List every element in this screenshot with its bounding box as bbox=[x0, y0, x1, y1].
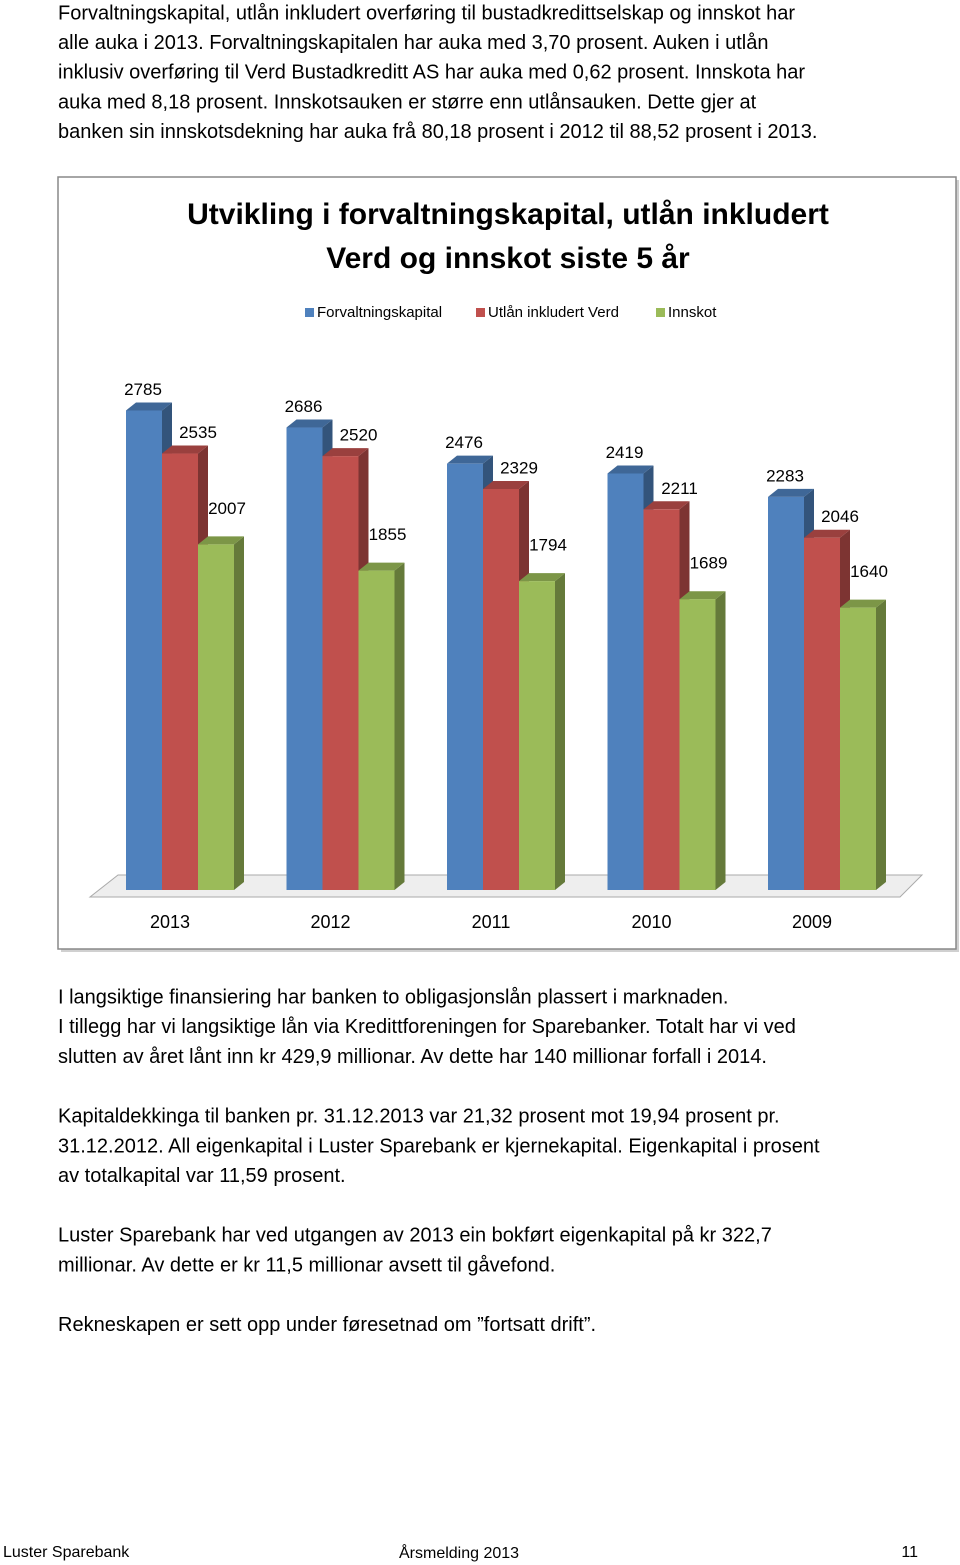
bar-top bbox=[286, 419, 333, 428]
legend-label: Forvaltningskapital bbox=[317, 304, 442, 321]
bar-top bbox=[358, 562, 405, 571]
value-label: 2476 bbox=[445, 433, 483, 452]
bar-top bbox=[126, 402, 172, 411]
bar-top bbox=[322, 448, 369, 457]
bar-top bbox=[198, 536, 244, 545]
paragraph-line: I tillegg har vi langsiktige lån via Kre… bbox=[58, 1016, 796, 1038]
paragraph-line: av totalkapital var 11,59 prosent. bbox=[58, 1165, 346, 1187]
bar bbox=[162, 453, 198, 890]
bar-side bbox=[394, 562, 405, 890]
bar-top bbox=[840, 599, 886, 608]
legend-label: Innskot bbox=[668, 304, 717, 321]
x-tick-label: 2013 bbox=[150, 912, 190, 932]
bar bbox=[286, 427, 323, 890]
paragraph-line: Rekneskapen er sett opp under føresetnad… bbox=[58, 1314, 596, 1336]
legend-label: Utlån inkludert Verd bbox=[488, 304, 619, 321]
paragraph-line: banken sin innskotsdekning har auka frå … bbox=[58, 121, 817, 143]
value-label: 2211 bbox=[661, 479, 698, 498]
chart-title: Utvikling i forvaltningskapital, utlån i… bbox=[187, 198, 829, 231]
bar-top bbox=[643, 501, 690, 510]
value-label: 2419 bbox=[606, 443, 644, 462]
bar bbox=[607, 473, 644, 890]
bar-top bbox=[768, 488, 814, 497]
bar-top bbox=[679, 591, 726, 600]
bar bbox=[358, 570, 395, 890]
paragraph-line: Luster Sparebank har ved utgangen av 201… bbox=[58, 1225, 772, 1247]
value-label: 2520 bbox=[340, 426, 378, 445]
bar-side bbox=[715, 591, 726, 890]
x-tick-label: 2009 bbox=[792, 912, 832, 932]
page-number: 11 bbox=[901, 1544, 918, 1561]
bar-side bbox=[234, 536, 244, 890]
value-label: 1640 bbox=[850, 562, 888, 581]
bar-top bbox=[519, 573, 565, 582]
paragraph-line: inklusiv overføring til Verd Bustadkredi… bbox=[58, 62, 805, 84]
bar-top bbox=[607, 465, 654, 474]
value-label: 1855 bbox=[369, 525, 407, 544]
paragraph-line: 31.12.2012. All eigenkapital i Luster Sp… bbox=[58, 1135, 820, 1157]
value-label: 1689 bbox=[690, 554, 728, 573]
paragraph-line: alle auka i 2013. Forvaltningskapitalen … bbox=[58, 32, 768, 54]
bar-top bbox=[483, 480, 529, 489]
value-label: 2686 bbox=[285, 397, 323, 416]
paragraph-line: Forvaltningskapital, utlån inkludert ove… bbox=[58, 2, 795, 24]
legend-swatch bbox=[656, 308, 665, 317]
legend-swatch bbox=[305, 308, 314, 317]
x-tick-label: 2012 bbox=[310, 912, 350, 932]
paragraph-line: auka med 8,18 prosent. Innskotsauken er … bbox=[58, 91, 757, 113]
value-label: 2046 bbox=[821, 507, 859, 526]
x-tick-label: 2011 bbox=[472, 912, 511, 932]
legend-swatch bbox=[476, 308, 485, 317]
bar bbox=[447, 463, 483, 890]
paragraph-line: slutten av året lånt inn kr 429,9 millio… bbox=[58, 1046, 767, 1068]
bar bbox=[804, 537, 840, 890]
paragraph-line: millionar. Av dette er kr 11,5 millionar… bbox=[58, 1254, 555, 1276]
value-label: 2535 bbox=[179, 423, 217, 442]
footer-left: Luster Sparebank bbox=[3, 1544, 130, 1561]
footer-center: Årsmelding 2013 bbox=[399, 1543, 519, 1562]
bar bbox=[483, 488, 519, 890]
bar bbox=[198, 544, 234, 890]
bar bbox=[126, 410, 162, 890]
chart-title: Verd og innskot siste 5 år bbox=[326, 242, 690, 275]
bar-side bbox=[555, 573, 565, 890]
value-label: 2007 bbox=[208, 499, 246, 518]
bar-top bbox=[162, 445, 208, 454]
value-label: 2283 bbox=[766, 466, 804, 485]
bar-top bbox=[447, 455, 493, 464]
value-label: 2785 bbox=[124, 380, 162, 399]
bar bbox=[840, 607, 876, 890]
bar bbox=[643, 509, 680, 890]
bar-side bbox=[876, 599, 886, 890]
x-tick-label: 2010 bbox=[631, 912, 671, 932]
bar bbox=[679, 599, 716, 890]
paragraph-line: I langsiktige finansiering har banken to… bbox=[58, 986, 728, 1008]
bar bbox=[768, 496, 804, 890]
paragraph-line: Kapitaldekkinga til banken pr. 31.12.201… bbox=[58, 1105, 780, 1127]
bar bbox=[322, 456, 359, 890]
value-label: 2329 bbox=[500, 458, 538, 477]
bar-top bbox=[804, 529, 850, 538]
value-label: 1794 bbox=[529, 536, 567, 555]
bar bbox=[519, 581, 555, 890]
